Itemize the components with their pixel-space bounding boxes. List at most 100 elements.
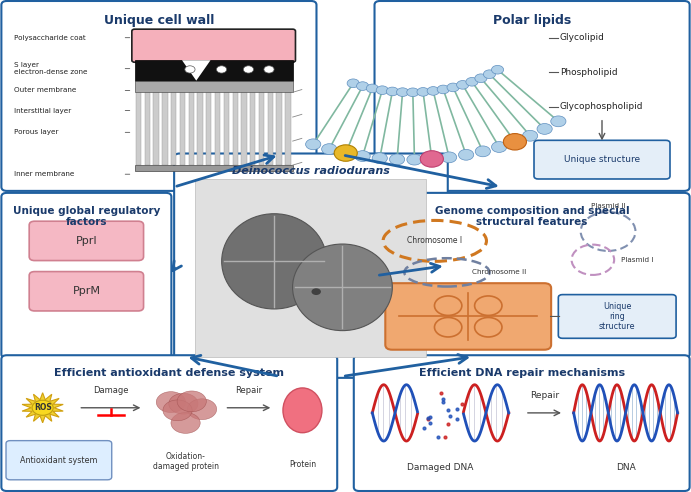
Circle shape — [32, 400, 53, 415]
Text: Efficient DNA repair mechanisms: Efficient DNA repair mechanisms — [419, 368, 625, 378]
Circle shape — [187, 399, 217, 420]
Circle shape — [216, 66, 227, 73]
Text: Repair: Repair — [236, 386, 263, 395]
Bar — [224, 92, 229, 165]
Bar — [135, 165, 293, 171]
Text: Polar lipids: Polar lipids — [493, 14, 571, 27]
Circle shape — [442, 152, 457, 163]
FancyBboxPatch shape — [174, 154, 448, 378]
Bar — [135, 60, 293, 81]
FancyBboxPatch shape — [1, 355, 337, 491]
Circle shape — [551, 116, 566, 127]
Text: Deinococcus radiodurans: Deinococcus radiodurans — [232, 166, 390, 176]
Text: Oxidation-
damaged protein: Oxidation- damaged protein — [153, 452, 218, 471]
Text: Phospholipid: Phospholipid — [560, 68, 618, 77]
Circle shape — [437, 85, 449, 94]
FancyBboxPatch shape — [558, 295, 676, 338]
Circle shape — [522, 130, 538, 141]
Text: Unique global regulatory
factors: Unique global regulatory factors — [12, 206, 160, 227]
FancyBboxPatch shape — [375, 193, 690, 358]
Text: Genome composition and special
structural features: Genome composition and special structura… — [435, 206, 630, 227]
Circle shape — [338, 148, 353, 158]
Polygon shape — [22, 393, 63, 423]
Circle shape — [163, 400, 192, 421]
Circle shape — [264, 66, 274, 73]
Circle shape — [457, 81, 468, 89]
Circle shape — [459, 150, 474, 160]
Text: Unique
ring
structure: Unique ring structure — [599, 302, 636, 331]
Polygon shape — [182, 60, 211, 81]
Bar — [144, 92, 150, 165]
FancyBboxPatch shape — [29, 272, 144, 311]
Text: Damage: Damage — [93, 386, 129, 395]
Circle shape — [243, 66, 254, 73]
Circle shape — [184, 66, 195, 73]
FancyBboxPatch shape — [6, 441, 112, 480]
Ellipse shape — [222, 214, 327, 309]
Text: DNA: DNA — [616, 463, 636, 472]
Text: Antioxidant system: Antioxidant system — [20, 456, 97, 465]
Circle shape — [491, 65, 504, 74]
Text: Damaged DNA: Damaged DNA — [407, 463, 474, 472]
Text: Inner membrane: Inner membrane — [14, 171, 74, 177]
Text: Chromosome I: Chromosome I — [407, 236, 462, 246]
Bar — [276, 92, 282, 165]
Bar — [198, 92, 202, 165]
Bar — [171, 92, 176, 165]
FancyBboxPatch shape — [29, 221, 144, 261]
Circle shape — [475, 74, 487, 83]
Circle shape — [397, 88, 408, 96]
Bar — [241, 92, 247, 165]
Bar — [233, 92, 238, 165]
Circle shape — [390, 154, 405, 165]
Circle shape — [355, 151, 370, 161]
Text: PprM: PprM — [73, 286, 100, 296]
Circle shape — [334, 145, 357, 161]
FancyBboxPatch shape — [534, 140, 670, 179]
Text: Glycolipid: Glycolipid — [560, 33, 605, 42]
Circle shape — [424, 154, 439, 164]
Circle shape — [407, 154, 422, 165]
FancyBboxPatch shape — [375, 1, 690, 191]
Text: Chromosome II: Chromosome II — [473, 270, 527, 276]
Circle shape — [321, 144, 337, 154]
Text: Protein: Protein — [289, 460, 316, 468]
Bar — [259, 92, 264, 165]
Text: ROS: ROS — [34, 403, 52, 412]
Circle shape — [312, 288, 321, 295]
Bar — [135, 81, 293, 92]
Circle shape — [537, 123, 552, 134]
Text: Porous layer: Porous layer — [14, 129, 58, 135]
Text: Interstitial layer: Interstitial layer — [14, 108, 71, 114]
Circle shape — [357, 82, 369, 91]
Ellipse shape — [292, 244, 392, 331]
Circle shape — [427, 87, 439, 95]
Circle shape — [376, 86, 388, 94]
Ellipse shape — [283, 388, 322, 433]
Circle shape — [417, 88, 429, 96]
FancyBboxPatch shape — [1, 193, 171, 358]
Circle shape — [171, 413, 200, 433]
Circle shape — [372, 153, 388, 164]
Text: Efficient antioxidant defense system: Efficient antioxidant defense system — [55, 368, 284, 378]
Text: Polysaccharide coat: Polysaccharide coat — [14, 35, 86, 41]
Circle shape — [169, 393, 198, 414]
Circle shape — [475, 146, 491, 157]
Circle shape — [366, 84, 379, 92]
Text: Plasmid II: Plasmid II — [591, 204, 625, 210]
Bar — [189, 92, 194, 165]
Circle shape — [407, 88, 419, 96]
FancyBboxPatch shape — [132, 29, 296, 62]
Circle shape — [177, 391, 207, 412]
Bar — [153, 92, 159, 165]
Bar — [215, 92, 220, 165]
Circle shape — [305, 139, 321, 150]
Text: PprI: PprI — [75, 236, 97, 246]
Circle shape — [386, 87, 399, 96]
Circle shape — [156, 392, 185, 412]
Circle shape — [466, 77, 478, 86]
Text: S layer
electron-dense zone: S layer electron-dense zone — [14, 62, 87, 75]
Text: Unique structure: Unique structure — [564, 155, 640, 164]
Text: Plasmid I: Plasmid I — [621, 257, 654, 263]
Bar — [180, 92, 185, 165]
